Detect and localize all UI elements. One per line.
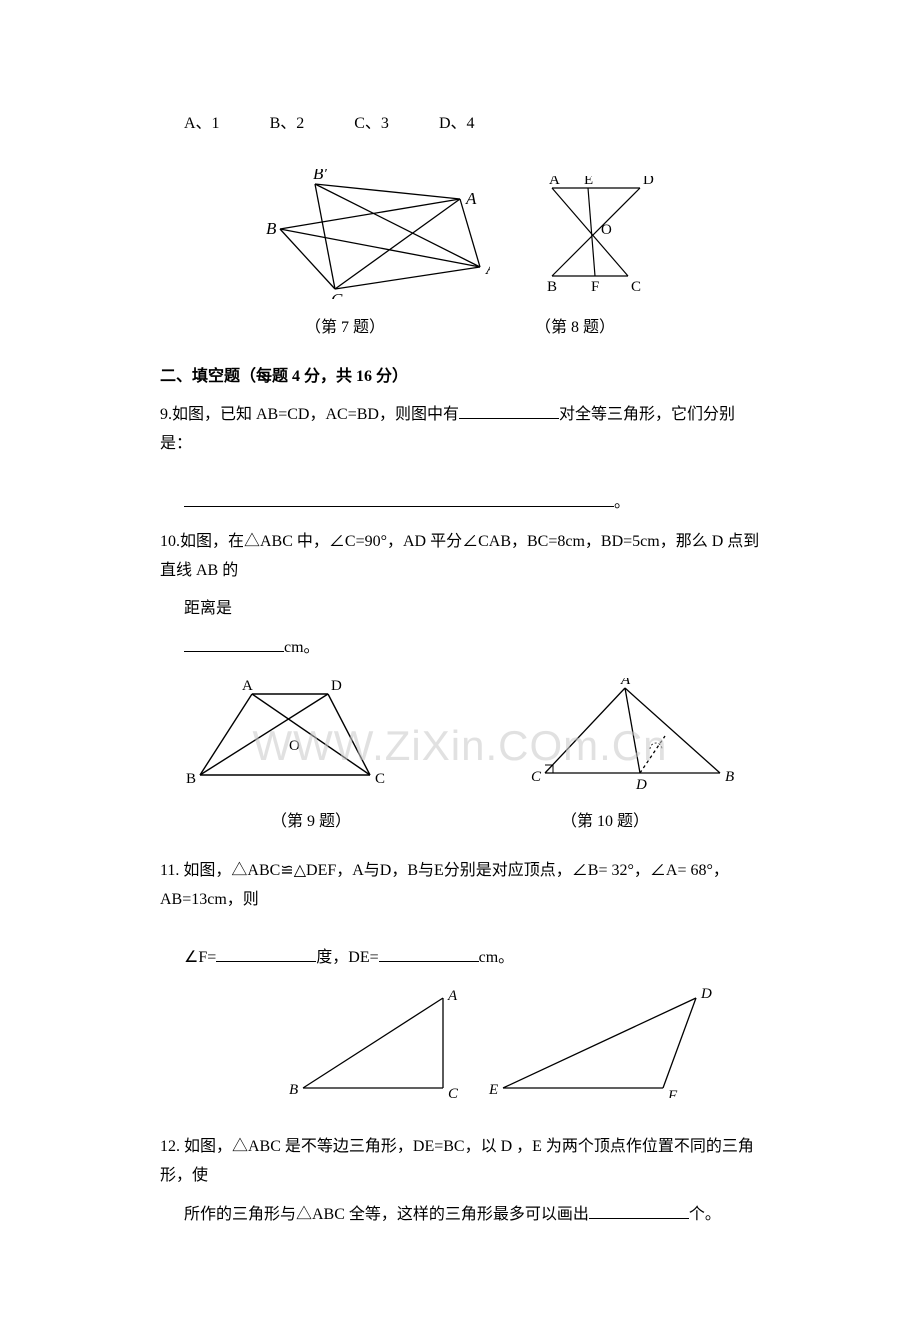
figure-row-7-8: A A′ B B′ C A E D B F C O [160, 169, 760, 299]
q9-text-pre: 9.如图，已知 AB=CD，AC=BD，则图中有 [160, 406, 459, 423]
svg-text:D: D [635, 777, 647, 793]
figure-q9: A D B C O [185, 680, 385, 790]
svg-text:O: O [601, 222, 612, 238]
figure-row-9-10-wrapper: WWW.ZiXin.COm.Cn ADBCO ABCD [160, 678, 760, 793]
option-c: C、3 [354, 110, 389, 139]
q10-unit: cm。 [284, 639, 320, 656]
svg-text:B: B [725, 769, 734, 785]
svg-text:A: A [242, 680, 253, 694]
svg-text:F: F [667, 1088, 678, 1098]
svg-text:O: O [289, 738, 300, 754]
option-a: A、1 [184, 110, 220, 139]
svg-text:E: E [584, 176, 593, 188]
svg-text:A: A [465, 189, 477, 208]
question-9: 9.如图，已知 AB=CD，AC=BD，则图中有对全等三角形，它们分别是： [160, 401, 760, 459]
question-12: 12. 如图，△ABC 是不等边三角形，DE=BC，以 D ，E 为两个顶点作位… [160, 1133, 760, 1191]
q9-blank-1 [459, 402, 559, 420]
svg-text:A: A [620, 678, 631, 688]
caption-row-7-8: （第 7 题） （第 8 题） [160, 314, 760, 343]
q12-pre: 所作的三角形与△ABC 全等，这样的三角形最多可以画出 [184, 1206, 589, 1223]
svg-text:A′: A′ [485, 259, 490, 278]
svg-text:A: A [447, 988, 458, 1004]
figure-q7: A A′ B B′ C [260, 169, 490, 299]
q9-line2: 。 [184, 489, 760, 518]
q10-line3: cm。 [184, 634, 760, 663]
q9-suffix: 。 [614, 494, 630, 511]
q12-line2: 所作的三角形与△ABC 全等，这样的三角形最多可以画出 个。 [184, 1201, 760, 1230]
q10-blank [184, 635, 284, 653]
svg-text:A: A [549, 176, 560, 188]
q11-pre: ∠F= [184, 949, 216, 966]
svg-text:D: D [643, 176, 654, 188]
caption-q10: （第 10 题） [561, 808, 649, 837]
svg-text:C: C [631, 279, 641, 291]
svg-text:C: C [331, 290, 343, 299]
svg-text:B: B [266, 219, 277, 238]
svg-text:B: B [289, 1082, 298, 1098]
svg-text:B: B [186, 771, 196, 787]
figure-q11b: D E F [488, 988, 713, 1098]
q10-line2: 距离是 [184, 595, 760, 624]
q11-line2: ∠F= 度，DE= cm。 [184, 944, 760, 973]
answer-options: A、1 B、2 C、3 D、4 [184, 110, 760, 139]
svg-text:F: F [591, 279, 599, 291]
q11-blank-1 [216, 945, 316, 963]
q12-post: 个。 [689, 1206, 721, 1223]
q11-mid: 度，DE= [316, 949, 378, 966]
caption-row-9-10: （第 9 题） （第 10 题） [160, 808, 760, 837]
caption-q9: （第 9 题） [271, 808, 351, 837]
option-b: B、2 [270, 110, 305, 139]
svg-text:C: C [448, 1086, 458, 1098]
svg-text:C: C [531, 769, 542, 785]
option-d: D、4 [439, 110, 475, 139]
caption-q7: （第 7 题） [305, 314, 385, 343]
svg-text:B′: B′ [313, 169, 327, 183]
figure-q11a: A B C [288, 988, 458, 1098]
svg-text:E: E [488, 1082, 498, 1098]
question-11: 11. 如图，△ABC≌△DEF，A与D，B与E分别是对应顶点，∠B= 32°，… [160, 857, 760, 915]
svg-text:D: D [700, 988, 712, 1002]
question-10: 10.如图，在△ABC 中，∠C=90°，AD 平分∠CAB，BC=8cm，BD… [160, 528, 760, 586]
figure-row-9-10: A D B C O A B C D [160, 678, 760, 793]
q12-blank [589, 1201, 689, 1219]
q9-blank-2 [184, 489, 614, 507]
svg-text:B: B [547, 279, 557, 291]
q11-post: cm。 [479, 949, 515, 966]
svg-text:C: C [375, 771, 385, 787]
svg-text:D: D [331, 680, 342, 694]
q11-blank-2 [379, 945, 479, 963]
figure-row-11: A B C D E F [240, 988, 760, 1098]
section-2-header: 二、填空题（每题 4 分，共 16 分） [160, 363, 760, 392]
caption-q8: （第 8 题） [535, 314, 615, 343]
figure-q8: A E D B F C O [540, 176, 660, 291]
figure-q10: A B C D [525, 678, 735, 793]
